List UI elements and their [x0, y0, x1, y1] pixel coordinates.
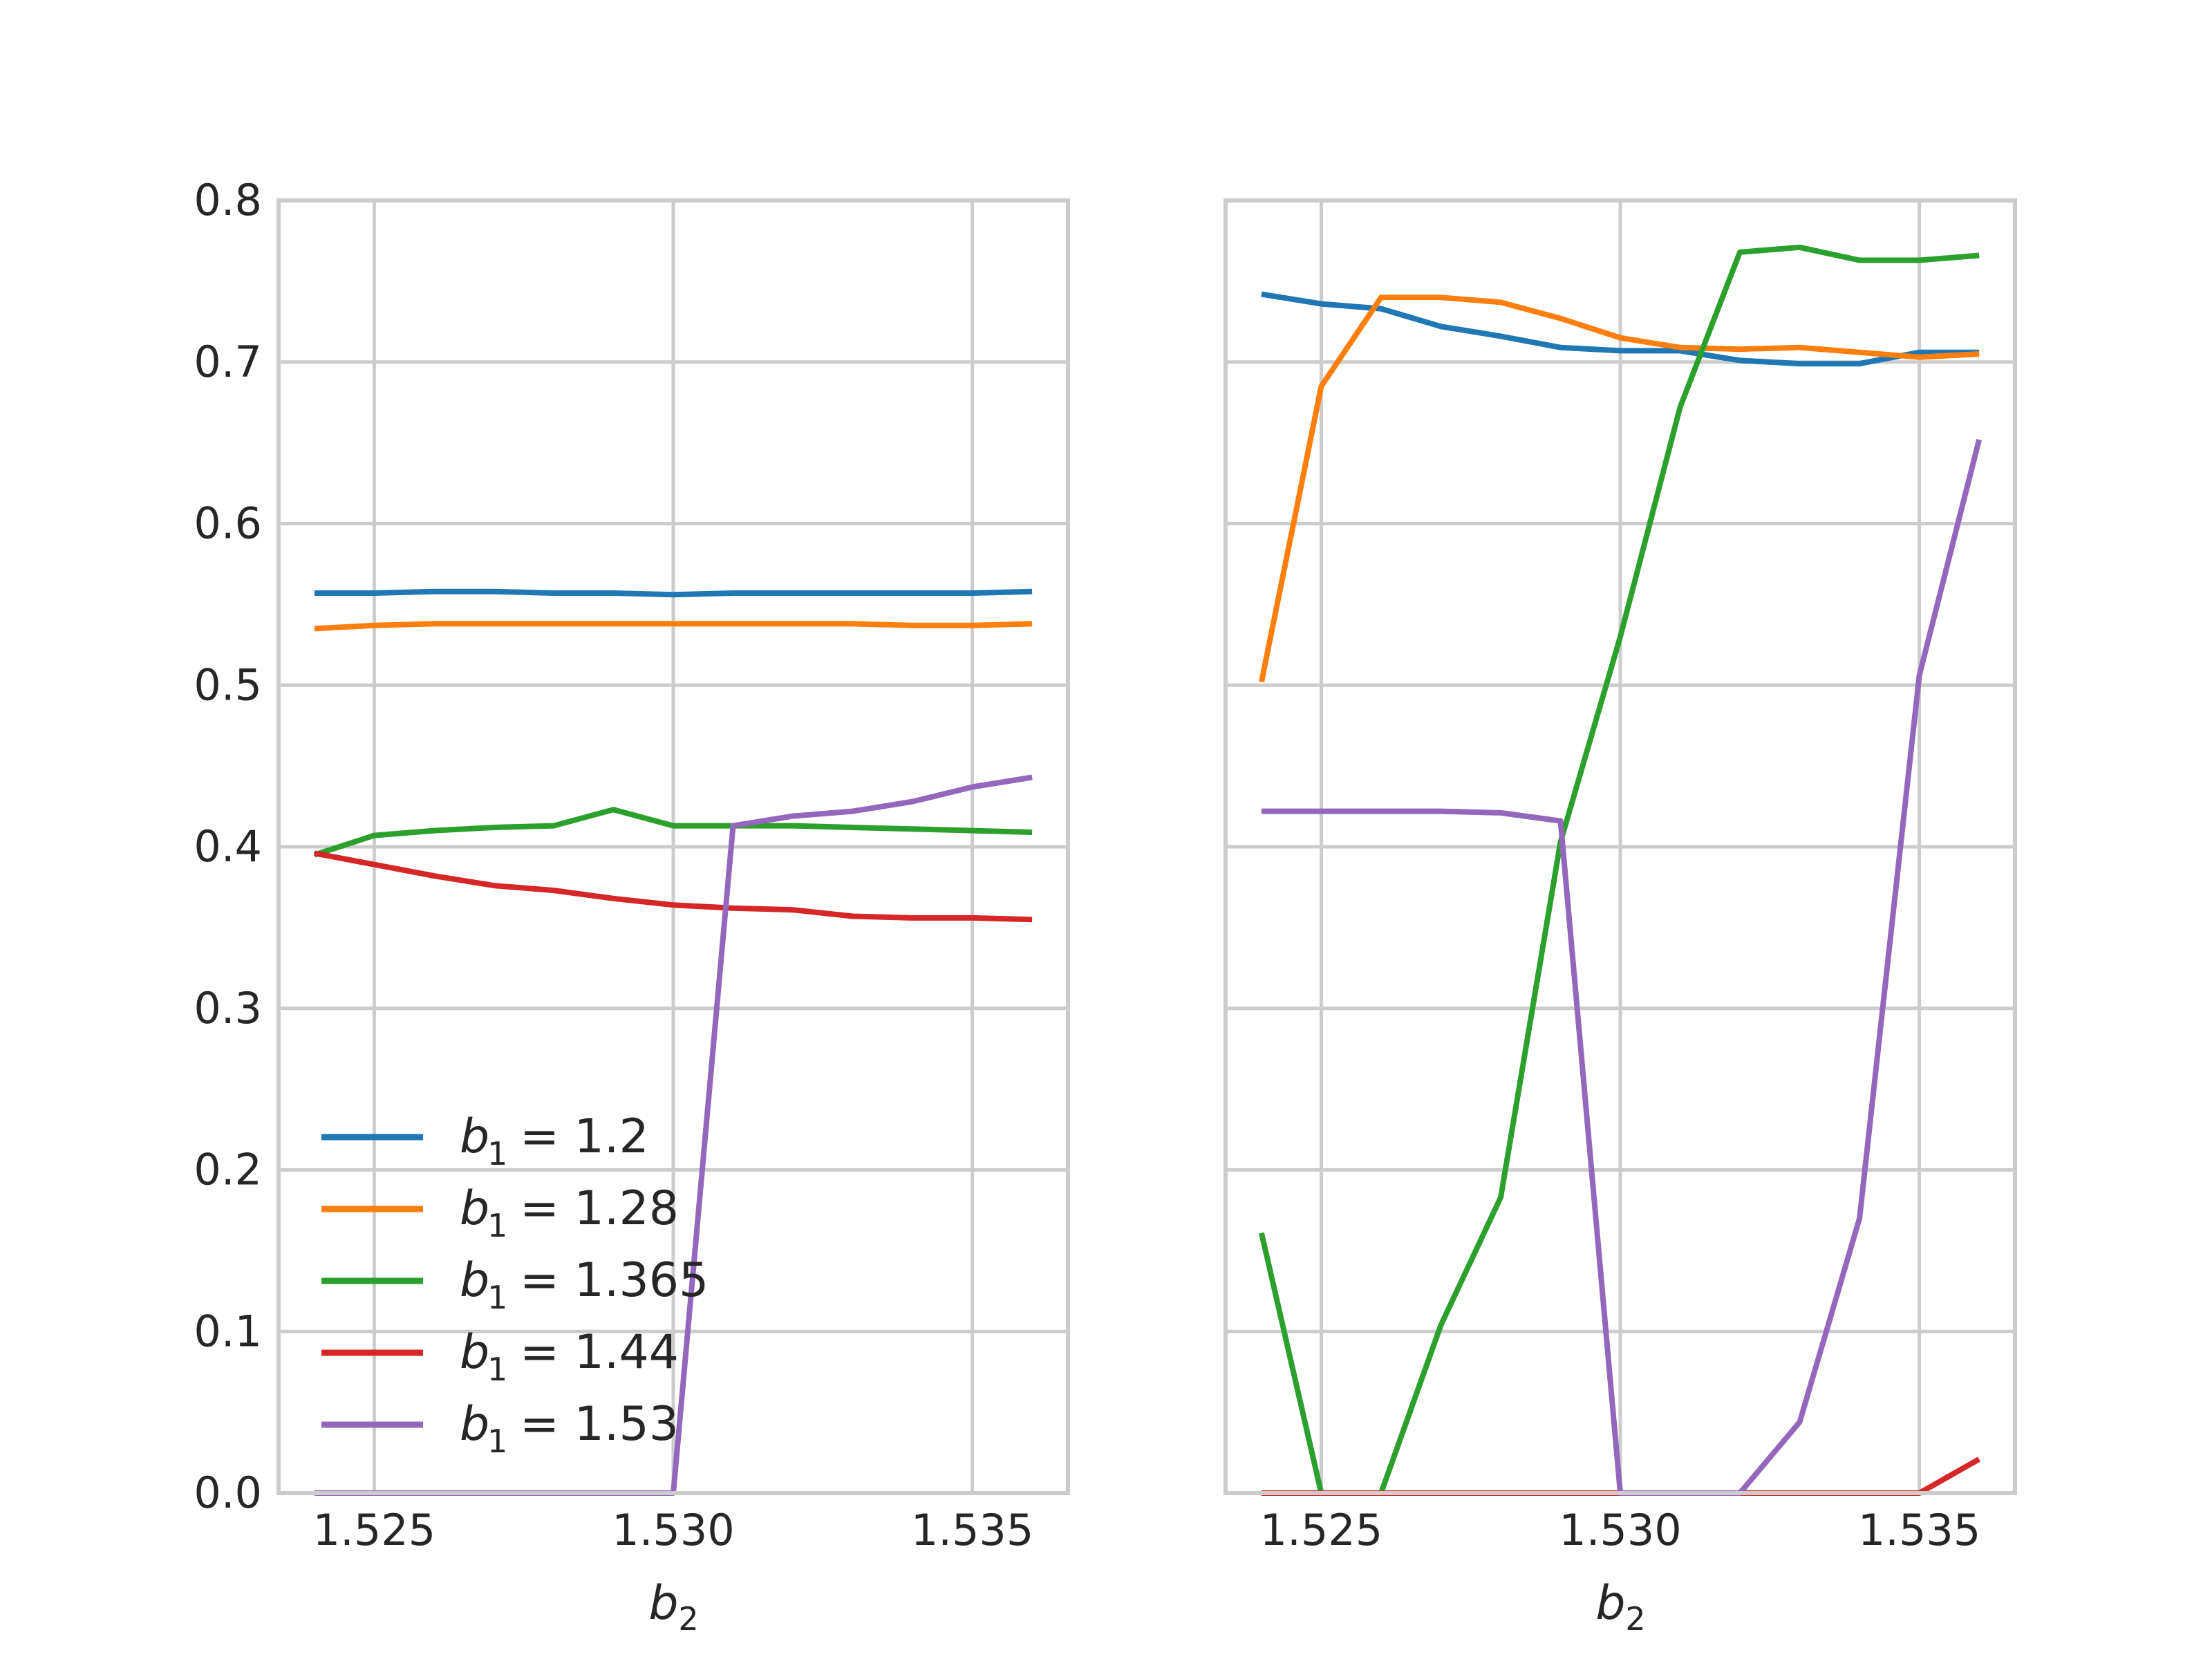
legend-label-var: b: [460, 1325, 489, 1380]
legend-label-subscript: 1: [487, 1135, 507, 1172]
x-tick-label: 1.525: [1260, 1505, 1383, 1555]
x-axis-label-subscript: 2: [678, 1600, 698, 1638]
y-tick-label: 0.8: [194, 175, 262, 225]
series-line-3: [314, 850, 1033, 923]
legend-label-var: b: [460, 1181, 489, 1236]
x-tick-label: 1.535: [911, 1505, 1034, 1555]
legend-label-var: b: [460, 1109, 489, 1164]
legend-label-var: b: [460, 1253, 489, 1308]
y-tick-label: 0.1: [194, 1306, 262, 1356]
left-panel: 1.525 1.530 1.535 0.0 0.1 0.2 0.3 0.4 0.5 0.6 0.7 0…: [194, 175, 1070, 1638]
x-axis-label-subscript: 2: [1625, 1600, 1645, 1638]
legend-label-subscript: 1: [487, 1351, 507, 1388]
x-axis-label: b: [1595, 1576, 1625, 1631]
y-tick-label: 0.2: [194, 1145, 262, 1195]
x-tick-label: 1.530: [612, 1505, 735, 1555]
plot-frame: [1224, 198, 2017, 1495]
legend-label: = 1.44: [520, 1325, 679, 1380]
legend-label: = 1.2: [520, 1109, 649, 1164]
right-panel: 1.525 1.530 1.535 b 2: [1224, 198, 2017, 1638]
legend-label: = 1.365: [520, 1253, 709, 1308]
x-tick-label: 1.525: [313, 1505, 436, 1555]
series-line-0: [1261, 291, 1980, 367]
x-tick-label: 1.535: [1858, 1505, 1981, 1555]
series-line-0: [314, 588, 1033, 598]
legend-label-subscript: 1: [487, 1279, 507, 1316]
series-line-2: [313, 807, 1033, 858]
y-tick-label: 0.4: [194, 821, 262, 872]
y-tick-label: 0.0: [194, 1468, 262, 1518]
legend-label-subscript: 1: [487, 1207, 507, 1244]
y-tick-label: 0.6: [194, 498, 262, 549]
y-tick-label: 0.5: [194, 659, 262, 710]
plot-frame: [276, 198, 1070, 1495]
x-tick-label: 1.530: [1559, 1505, 1682, 1555]
legend-label: = 1.53: [520, 1397, 679, 1452]
y-tick-label: 0.3: [194, 983, 262, 1033]
series-line-1: [314, 621, 1033, 632]
legend-label-subscript: 1: [487, 1423, 507, 1460]
x-axis-label: b: [648, 1576, 678, 1631]
y-tick-label: 0.7: [194, 337, 262, 387]
legend-label: = 1.28: [520, 1181, 679, 1236]
series-line-1: [1258, 294, 1980, 683]
legend-label-var: b: [460, 1397, 489, 1452]
